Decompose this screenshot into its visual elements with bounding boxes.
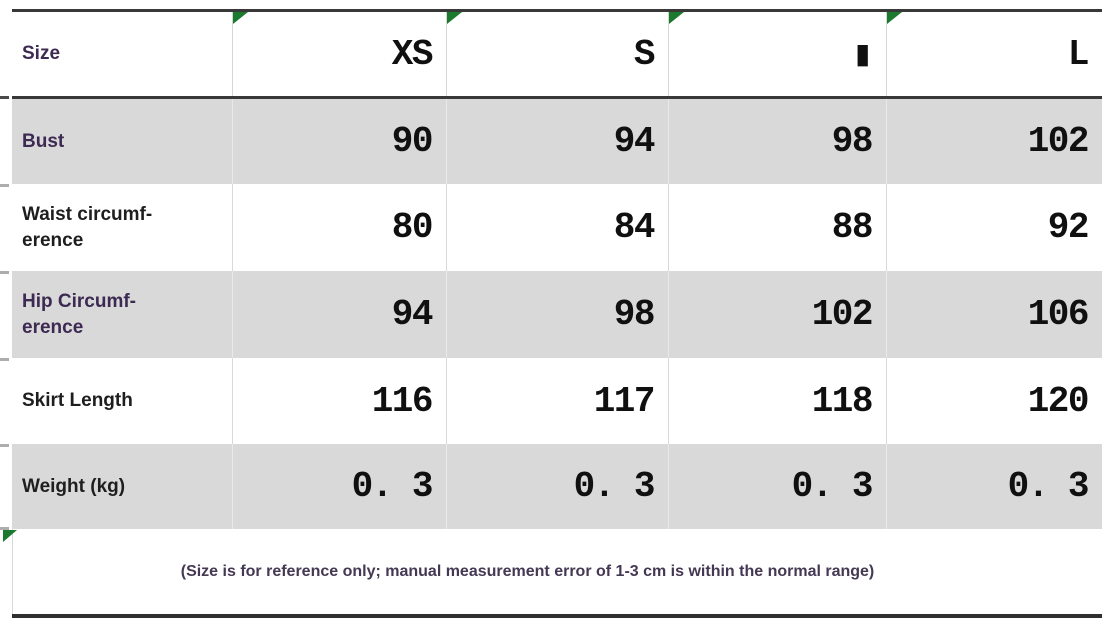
cell-skirt-s: 117 [446, 358, 668, 444]
header-row: Size XS S ▮ L [12, 12, 1102, 99]
table-row-skirt-length: Skirt Length 116 117 118 120 [12, 358, 1102, 444]
size-reference-note: (Size is for reference only; manual meas… [180, 562, 875, 580]
bottom-rule [12, 614, 1102, 618]
cell-weight-s: 0. 3 [446, 444, 668, 529]
cell-weight-xs: 0. 3 [232, 444, 446, 529]
cell-weight-m: 0. 3 [668, 444, 886, 529]
table-row-weight: Weight (kg) 0. 3 0. 3 0. 3 0. 3 [12, 444, 1102, 529]
col-header-xs: XS [232, 12, 446, 96]
edge-tick [0, 184, 9, 187]
table-row-hip: Hip Circumf- erence 94 98 102 106 [12, 271, 1102, 358]
row-label-weight: Weight (kg) [22, 475, 126, 497]
cell-waist-s: 84 [446, 184, 668, 271]
cell-flag-icon [447, 12, 462, 24]
col-header-m: ▮ [668, 12, 886, 96]
col-header-size: Size [22, 43, 61, 65]
edge-tick [0, 527, 9, 530]
cell-hip-l: 106 [886, 271, 1102, 358]
edge-tick [0, 358, 9, 361]
cell-flag-icon [233, 12, 248, 24]
edge-tick [0, 96, 9, 99]
row-label-skirt-length: Skirt Length [22, 390, 133, 412]
cell-flag-icon [669, 12, 684, 24]
cell-skirt-l: 120 [886, 358, 1102, 444]
cell-hip-s: 98 [446, 271, 668, 358]
cell-skirt-xs: 116 [232, 358, 446, 444]
size-chart-table: Size XS S ▮ L Bust 90 94 98 102 Waist ci… [0, 9, 1102, 618]
cell-waist-m: 88 [668, 184, 886, 271]
edge-tick [0, 271, 9, 274]
col-header-xs-label: XS [391, 33, 434, 75]
col-header-m-label: ▮ [851, 34, 874, 76]
table-row-bust: Bust 90 94 98 102 [12, 99, 1102, 184]
row-label-waist: Waist circumf- erence [22, 204, 153, 251]
cell-weight-l: 0. 3 [886, 444, 1102, 529]
cell-skirt-m: 118 [668, 358, 886, 444]
row-label-hip: Hip Circumf- erence [22, 291, 136, 338]
cell-hip-m: 102 [668, 271, 886, 358]
table-row-waist: Waist circumf- erence 80 84 88 92 [12, 184, 1102, 271]
col-header-l: L [886, 12, 1102, 96]
cell-waist-l: 92 [886, 184, 1102, 271]
cell-bust-m: 98 [668, 99, 886, 184]
cell-bust-xs: 90 [232, 99, 446, 184]
col-header-l-label: L [1067, 33, 1090, 75]
footnote-row: (Size is for reference only; manual meas… [3, 529, 1102, 614]
cell-flag-icon [3, 530, 17, 542]
col-header-s: S [446, 12, 668, 96]
cell-hip-xs: 94 [232, 271, 446, 358]
cell-waist-xs: 80 [232, 184, 446, 271]
cell-bust-l: 102 [886, 99, 1102, 184]
edge-tick [0, 444, 9, 447]
cell-bust-s: 94 [446, 99, 668, 184]
top-rule [12, 9, 1102, 12]
cell-flag-icon [887, 12, 902, 24]
col-header-s-label: S [633, 33, 656, 75]
row-label-bust: Bust [22, 130, 65, 152]
